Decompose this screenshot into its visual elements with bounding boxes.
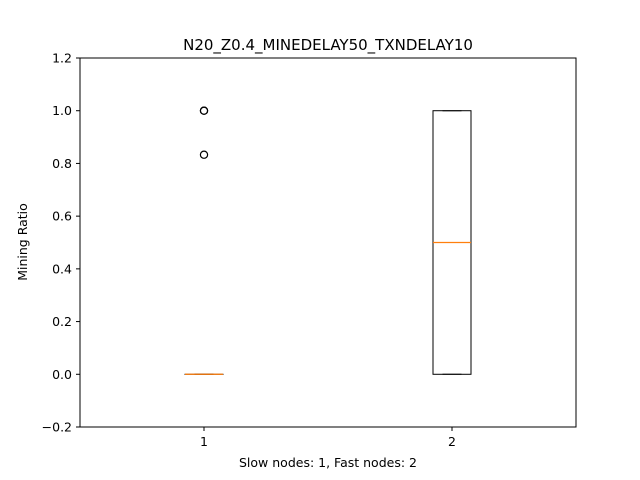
y-tick-label: 1.2 bbox=[52, 51, 72, 66]
y-tick-label: 0.2 bbox=[52, 314, 72, 329]
x-tick-label: 2 bbox=[448, 434, 456, 449]
x-axis-label: Slow nodes: 1, Fast nodes: 2 bbox=[239, 455, 417, 470]
y-tick-label: 0.0 bbox=[52, 367, 72, 382]
x-tick-label: 1 bbox=[200, 434, 208, 449]
chart-title: N20_Z0.4_MINEDELAY50_TXNDELAY10 bbox=[183, 36, 473, 55]
outlier-point bbox=[199, 150, 209, 159]
y-tick-label: 0.4 bbox=[52, 261, 72, 276]
y-tick-label: 1.0 bbox=[52, 103, 72, 118]
plot-area bbox=[79, 57, 577, 428]
y-tick-label: −0.2 bbox=[42, 420, 72, 435]
y-tick-label: 0.6 bbox=[52, 209, 72, 224]
y-tick-label: 0.8 bbox=[52, 156, 72, 171]
y-axis-label: Mining Ratio bbox=[15, 203, 30, 281]
outlier-point bbox=[199, 106, 209, 115]
